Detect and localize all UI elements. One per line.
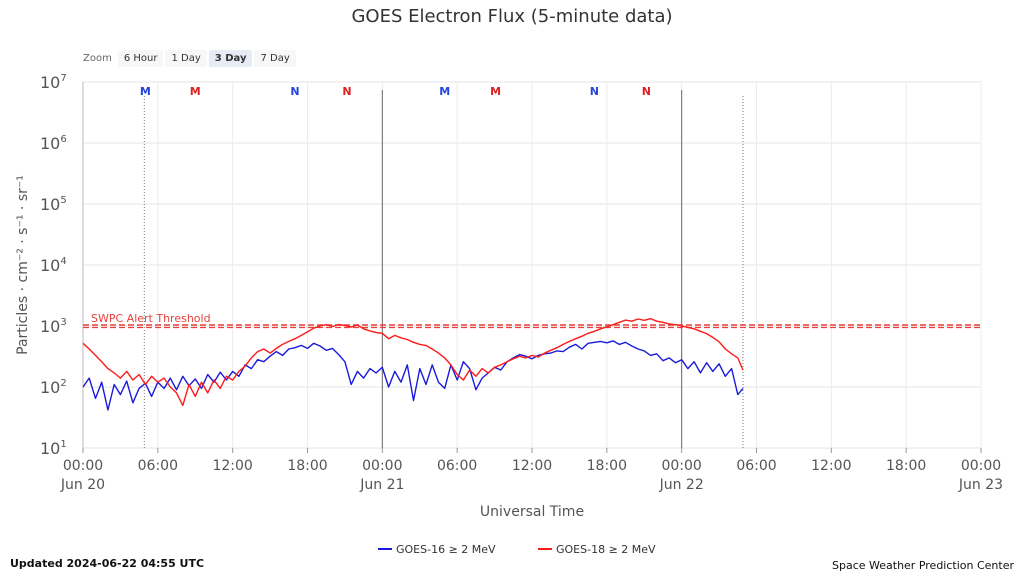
legend-label-1: GOES-16 ≥ 2 MeV <box>396 543 496 556</box>
x-tick-label: 06:00 <box>437 458 477 474</box>
x-tick-label: 18:00 <box>587 458 627 474</box>
x-tick-label: 00:00 <box>961 458 1001 474</box>
zoom-label: Zoom <box>83 53 112 64</box>
updated-timestamp: Updated 2024-06-22 04:55 UTC <box>10 557 205 570</box>
local-time-marker: M <box>140 85 151 98</box>
y-tick-label: 105 <box>40 195 67 214</box>
local-time-marker: N <box>590 85 599 98</box>
x-tick-label: 00:00 <box>661 458 701 474</box>
x-tick-label: 06:00 <box>138 458 178 474</box>
chart-title: GOES Electron Flux (5-minute data) <box>351 6 673 27</box>
series-line-1 <box>82 340 744 411</box>
local-time-marker: M <box>190 85 201 98</box>
zoom-3-day-button[interactable]: 3 Day <box>208 50 253 67</box>
x-tick-label: 00:00 <box>362 458 402 474</box>
x-date-label: Jun 20 <box>60 477 105 493</box>
threshold-label: SWPC Alert Threshold <box>91 312 211 325</box>
x-tick-label: 12:00 <box>512 458 552 474</box>
x-tick-label: 12:00 <box>811 458 851 474</box>
y-tick-label: 107 <box>40 73 67 92</box>
x-tick-label: 12:00 <box>212 458 252 474</box>
zoom-controls: Zoom 6 Hour 1 Day 3 Day 7 Day <box>83 50 296 67</box>
x-date-label: Jun 23 <box>958 477 1003 493</box>
local-time-marker: N <box>290 85 299 98</box>
series-line-2 <box>82 317 744 407</box>
y-tick-label: 101 <box>40 439 67 458</box>
local-time-marker: N <box>642 85 651 98</box>
x-tick-label: 00:00 <box>63 458 103 474</box>
zoom-6-hour-button[interactable]: 6 Hour <box>117 50 164 67</box>
legend-label-2: GOES-18 ≥ 2 MeV <box>556 543 656 556</box>
zoom-7-day-button[interactable]: 7 Day <box>254 50 296 67</box>
x-axis-title: Universal Time <box>480 504 584 520</box>
local-time-marker: M <box>490 85 501 98</box>
x-date-label: Jun 22 <box>659 477 704 493</box>
y-tick-label: 102 <box>40 378 67 397</box>
y-tick-label: 106 <box>40 134 67 153</box>
x-date-label: Jun 21 <box>359 477 404 493</box>
zoom-1-day-button[interactable]: 1 Day <box>165 50 207 67</box>
x-tick-label: 18:00 <box>287 458 327 474</box>
y-axis-title: Particles · cm⁻² · s⁻¹ · sr⁻¹ <box>15 175 31 355</box>
x-tick-label: 06:00 <box>736 458 776 474</box>
y-tick-label: 103 <box>40 317 67 336</box>
x-tick-label: 18:00 <box>886 458 926 474</box>
credit-text: Space Weather Prediction Center <box>832 559 1014 572</box>
local-time-marker: N <box>342 85 351 98</box>
y-tick-label: 104 <box>40 256 67 275</box>
local-time-marker: M <box>439 85 450 98</box>
